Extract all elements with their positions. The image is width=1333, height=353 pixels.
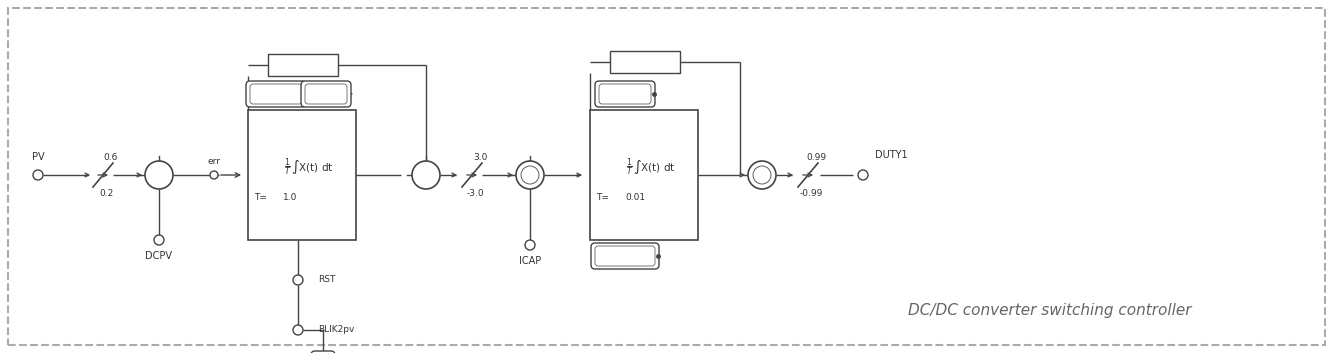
Text: DC/DC converter switching controller: DC/DC converter switching controller [908, 303, 1192, 317]
Circle shape [412, 161, 440, 189]
Bar [591, 110, 698, 240]
Text: −: − [517, 170, 528, 184]
Text: -3.0: -3.0 [467, 189, 484, 197]
Text: T=: T= [596, 192, 609, 202]
FancyBboxPatch shape [591, 243, 659, 269]
Circle shape [858, 170, 868, 180]
Bar [248, 110, 356, 240]
Text: 3.0: 3.0 [319, 90, 333, 98]
Text: $\int$X(t) dt: $\int$X(t) dt [633, 158, 676, 176]
Text: +: + [159, 162, 167, 172]
Circle shape [521, 166, 539, 184]
Text: BLIK2pv: BLIK2pv [319, 325, 355, 335]
Text: +: + [529, 162, 537, 172]
Bar [268, 54, 339, 76]
FancyBboxPatch shape [247, 81, 307, 107]
Text: -0.99: -0.99 [800, 189, 822, 197]
Circle shape [293, 275, 303, 285]
FancyBboxPatch shape [599, 84, 651, 104]
Text: 0.5: 0.5 [296, 60, 311, 70]
Text: DUTY1: DUTY1 [874, 150, 908, 160]
Bar [611, 51, 680, 73]
Text: −: − [147, 170, 157, 184]
FancyBboxPatch shape [595, 81, 655, 107]
Text: PV: PV [32, 152, 44, 162]
Circle shape [525, 240, 535, 250]
Text: err: err [208, 156, 220, 166]
Text: 1.0: 1.0 [283, 192, 297, 202]
Circle shape [748, 161, 776, 189]
Text: 0.01: 0.01 [625, 192, 645, 202]
Text: 0.0: 0.0 [265, 90, 279, 98]
Circle shape [516, 161, 544, 189]
Text: 0.9: 0.9 [617, 90, 632, 98]
Text: $\frac{1}{T}$: $\frac{1}{T}$ [284, 156, 292, 178]
Text: +: + [754, 170, 765, 184]
Circle shape [145, 161, 173, 189]
Text: 0.2: 0.2 [99, 189, 113, 197]
FancyBboxPatch shape [595, 246, 655, 266]
Text: 0.99: 0.99 [806, 152, 826, 162]
Circle shape [293, 325, 303, 335]
Circle shape [33, 170, 43, 180]
Circle shape [753, 166, 770, 184]
Text: $\frac{1}{T}$: $\frac{1}{T}$ [627, 156, 633, 178]
Text: DCPV: DCPV [145, 251, 172, 261]
Text: -0.99: -0.99 [613, 251, 637, 261]
Text: 3.0: 3.0 [473, 152, 487, 162]
Text: 5.0: 5.0 [637, 57, 653, 67]
Text: ICAP: ICAP [519, 256, 541, 266]
Text: RST: RST [319, 275, 336, 285]
Text: +: + [419, 170, 429, 184]
FancyBboxPatch shape [311, 351, 335, 353]
Text: T=: T= [255, 192, 267, 202]
Circle shape [155, 235, 164, 245]
FancyBboxPatch shape [305, 84, 347, 104]
FancyBboxPatch shape [301, 81, 351, 107]
Text: 0.6: 0.6 [104, 152, 119, 162]
Text: $\int$X(t) dt: $\int$X(t) dt [291, 158, 333, 176]
Circle shape [211, 171, 219, 179]
FancyBboxPatch shape [251, 84, 303, 104]
Text: Rval: Rval [311, 90, 331, 98]
